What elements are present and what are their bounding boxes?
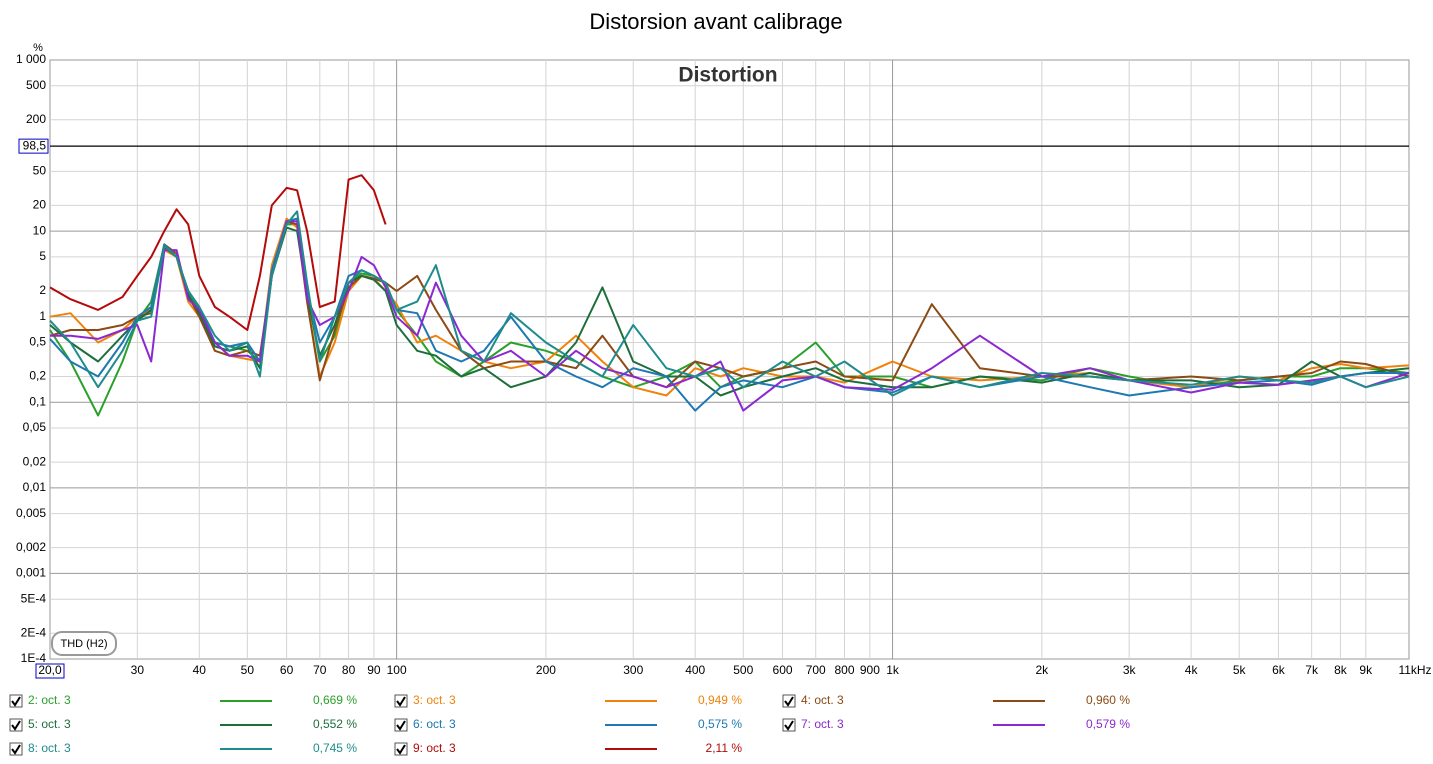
series-line bbox=[49, 226, 1410, 397]
legend-check bbox=[396, 696, 406, 707]
legend-check bbox=[396, 744, 406, 755]
y-tick-label: 1 000 bbox=[16, 52, 46, 66]
x-tick-label: 400 bbox=[685, 663, 705, 677]
legend-value: 0,579 % bbox=[1086, 717, 1130, 731]
legend-check bbox=[11, 696, 21, 707]
series-line bbox=[49, 210, 1410, 397]
legend-name: 9: oct. 3 bbox=[413, 741, 456, 755]
y-tick-label: 0,05 bbox=[23, 420, 47, 434]
legend-name: 3: oct. 3 bbox=[413, 693, 456, 707]
legend-value: 0,960 % bbox=[1086, 693, 1130, 707]
legend-name: 5: oct. 3 bbox=[28, 717, 71, 731]
badge-text: THD (H2) bbox=[60, 638, 107, 650]
legend-value: 0,745 % bbox=[313, 741, 357, 755]
legend-value: 0,552 % bbox=[313, 717, 357, 731]
series-line bbox=[49, 174, 387, 331]
y-tick-label: 0,01 bbox=[23, 480, 47, 494]
x-tick-label: 70 bbox=[313, 663, 327, 677]
x-tick-label: 7k bbox=[1305, 663, 1319, 677]
x-tick-label: 6k bbox=[1272, 663, 1286, 677]
y-tick-label: 2E-4 bbox=[21, 625, 47, 639]
x-tick-label: 90 bbox=[367, 663, 381, 677]
x-tick-label: 40 bbox=[193, 663, 207, 677]
plot-title: Distortion bbox=[678, 64, 777, 87]
chart-title: Distorsion avant calibrage bbox=[589, 9, 842, 34]
cursor-label: 20,0 bbox=[38, 663, 62, 677]
legend-item: 5: oct. 3 0,552 % bbox=[9, 717, 357, 732]
legend-check bbox=[11, 720, 21, 731]
legend-check bbox=[396, 720, 406, 731]
x-tick-label: 1k bbox=[886, 663, 900, 677]
y-tick-label: 0,2 bbox=[29, 369, 46, 383]
y-tick-label: 0,5 bbox=[29, 335, 46, 349]
legend-value: 0,949 % bbox=[698, 693, 742, 707]
y-tick-label: 1 bbox=[39, 309, 46, 323]
x-tick-label: 50 bbox=[241, 663, 255, 677]
x-tick-label: 500 bbox=[733, 663, 753, 677]
y-tick-label: 20 bbox=[33, 198, 47, 212]
legend-item: 6: oct. 3 0,575 % bbox=[394, 717, 742, 732]
plot-frame bbox=[49, 59, 1410, 660]
y-tick-label: 0,1 bbox=[29, 394, 46, 408]
legend-item: 7: oct. 3 0,579 % bbox=[782, 717, 1130, 732]
x-tick-label: 800 bbox=[834, 663, 854, 677]
x-tick-label: 5k bbox=[1233, 663, 1247, 677]
series-line bbox=[49, 220, 1410, 389]
y-tick-label: 0,005 bbox=[16, 506, 46, 520]
plot-area bbox=[49, 59, 1410, 660]
legend-item: 2: oct. 3 0,669 % bbox=[9, 693, 357, 708]
legend-value: 2,11 % bbox=[706, 741, 743, 755]
legend-check bbox=[784, 696, 794, 707]
legend-item: 3: oct. 3 0,949 % bbox=[394, 693, 742, 708]
cursor-box bbox=[35, 663, 65, 679]
x-tick-label: 200 bbox=[536, 663, 556, 677]
x-tick-label: 9k bbox=[1359, 663, 1373, 677]
x-tick-label: 30 bbox=[131, 663, 145, 677]
legend-item: 8: oct. 3 0,745 % bbox=[9, 741, 357, 756]
legend-name: 8: oct. 3 bbox=[28, 741, 71, 755]
legend-name: 2: oct. 3 bbox=[28, 693, 71, 707]
cursor-label: 98,5 bbox=[23, 138, 47, 152]
legend-value: 0,669 % bbox=[313, 693, 357, 707]
x-tick-label: 8k bbox=[1334, 663, 1348, 677]
y-tick-label: 0,002 bbox=[16, 540, 46, 554]
y-axis-label: % bbox=[33, 42, 43, 54]
legend-name: 7: oct. 3 bbox=[801, 717, 844, 731]
y-tick-label: 50 bbox=[33, 164, 47, 178]
x-tick-label: 100 bbox=[387, 663, 407, 677]
y-tick-label: 5 bbox=[39, 249, 46, 263]
y-tick-label: 2 bbox=[39, 283, 46, 297]
x-tick-label: 700 bbox=[806, 663, 826, 677]
x-tick-label: 11kHz bbox=[1398, 663, 1431, 677]
x-tick-label: 60 bbox=[280, 663, 294, 677]
badge bbox=[51, 631, 117, 656]
x-tick-label: 900 bbox=[860, 663, 880, 677]
y-tick-label: 200 bbox=[26, 112, 46, 126]
y-tick-label: 5E-4 bbox=[21, 591, 47, 605]
legend-item: 4: oct. 3 0,960 % bbox=[782, 693, 1130, 708]
legend-check bbox=[11, 744, 21, 755]
cursor-box bbox=[18, 138, 49, 154]
legend-item: 9: oct. 3 2,11 % bbox=[394, 741, 743, 756]
x-tick-label: 300 bbox=[623, 663, 643, 677]
y-tick-label: 1E-4 bbox=[21, 651, 47, 665]
legend-name: 6: oct. 3 bbox=[413, 717, 456, 731]
x-tick-label: 80 bbox=[342, 663, 356, 677]
x-tick-label: 4k bbox=[1185, 663, 1199, 677]
y-tick-label: 0,001 bbox=[16, 566, 46, 580]
legend-value: 0,575 % bbox=[698, 717, 742, 731]
x-tick-label: 600 bbox=[773, 663, 793, 677]
legend-check bbox=[784, 720, 794, 731]
x-tick-label: 3k bbox=[1123, 663, 1137, 677]
legend-name: 4: oct. 3 bbox=[801, 693, 844, 707]
y-tick-label: 500 bbox=[26, 78, 46, 92]
y-tick-label: 10 bbox=[33, 223, 47, 237]
y-tick-label: 0,02 bbox=[23, 454, 47, 468]
x-tick-label: 2k bbox=[1035, 663, 1049, 677]
